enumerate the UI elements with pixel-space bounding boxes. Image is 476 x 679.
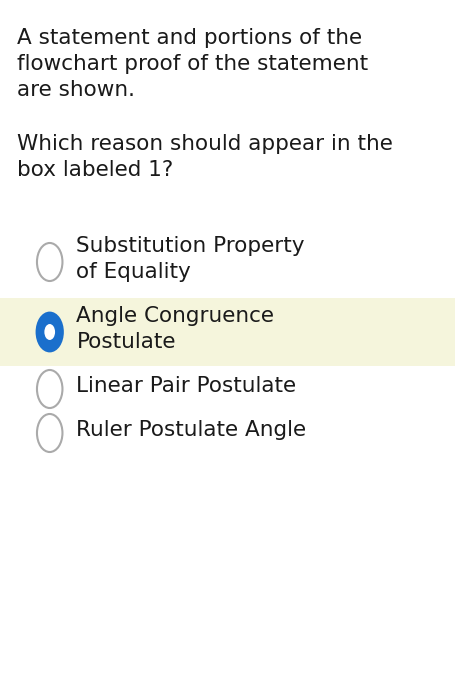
Text: Linear Pair Postulate: Linear Pair Postulate	[77, 376, 297, 396]
Text: are shown.: are shown.	[17, 80, 135, 100]
Circle shape	[37, 370, 62, 408]
Text: box labeled 1?: box labeled 1?	[17, 160, 173, 180]
Text: Postulate: Postulate	[77, 332, 176, 352]
Text: flowchart proof of the statement: flowchart proof of the statement	[17, 54, 368, 74]
Text: Angle Congruence: Angle Congruence	[77, 306, 275, 326]
Circle shape	[37, 414, 62, 452]
FancyBboxPatch shape	[0, 298, 455, 366]
Text: Ruler Postulate Angle: Ruler Postulate Angle	[77, 420, 307, 440]
Text: A statement and portions of the: A statement and portions of the	[17, 28, 362, 48]
Text: Which reason should appear in the: Which reason should appear in the	[17, 134, 393, 154]
Circle shape	[37, 313, 62, 351]
Circle shape	[37, 243, 62, 281]
Text: Substitution Property: Substitution Property	[77, 236, 305, 256]
Text: of Equality: of Equality	[77, 262, 191, 282]
Circle shape	[44, 324, 55, 340]
